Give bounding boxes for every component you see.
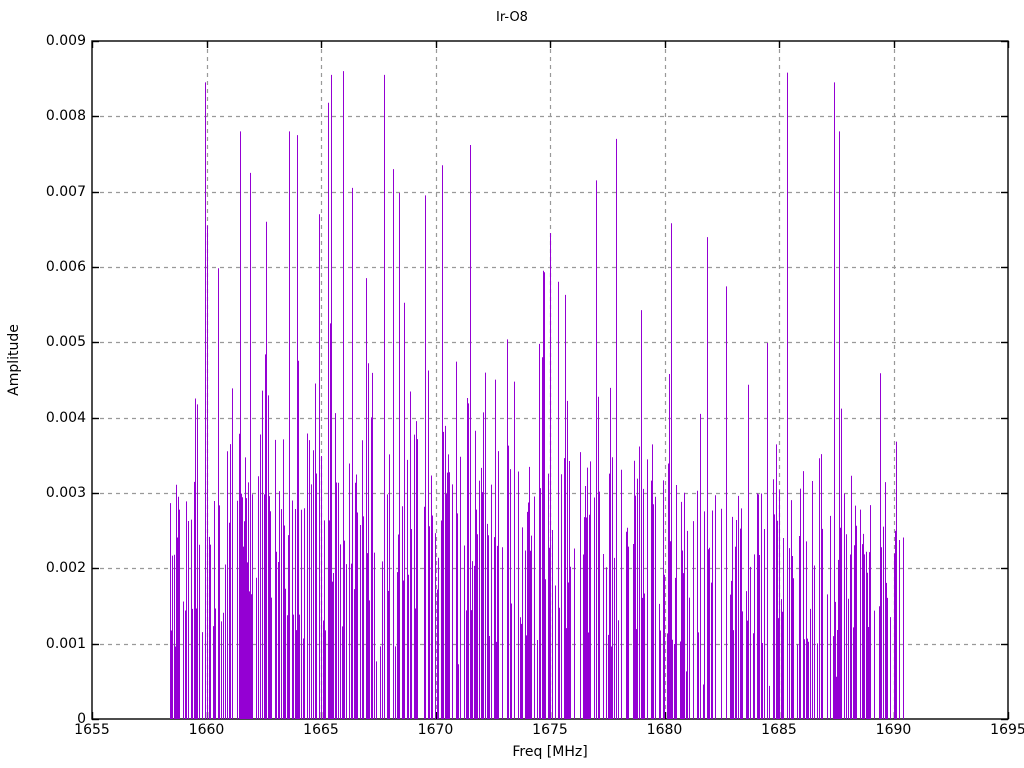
y-tick-label: 0.006 <box>45 259 86 275</box>
x-tick-label: 1690 <box>875 722 912 738</box>
y-tick-label: 0.004 <box>45 409 86 426</box>
y-tick-label: 0.009 <box>45 33 86 49</box>
x-tick-label: 1685 <box>761 722 797 738</box>
x-tick-label: 1655 <box>74 722 110 738</box>
y-tick-label: 0.001 <box>45 635 86 652</box>
y-tick-label: 0.008 <box>45 108 86 125</box>
x-tick-label: 1675 <box>532 722 568 738</box>
x-axis-label: Freq [MHz] <box>512 744 588 760</box>
y-tick-label: 0 <box>77 711 86 727</box>
x-tick-label: 1665 <box>303 722 339 738</box>
data-series-impulses <box>170 71 904 719</box>
x-tick-label: 1660 <box>188 722 225 738</box>
x-tick-label: 1680 <box>646 722 683 738</box>
y-tick-label: 0.007 <box>45 183 86 200</box>
x-tick-label: 1670 <box>417 722 454 738</box>
chart-title: Ir-O8 <box>496 10 528 25</box>
y-axis-tick-labels: 0 0.001 0.002 0.003 0.004 0.005 0.006 0.007 0.00… <box>0 0 86 768</box>
y-tick-label: 0.002 <box>45 560 86 577</box>
y-tick-label: 0.003 <box>45 485 86 501</box>
x-tick-label: 1695 <box>990 722 1024 738</box>
y-tick-label: 0.005 <box>45 334 86 351</box>
